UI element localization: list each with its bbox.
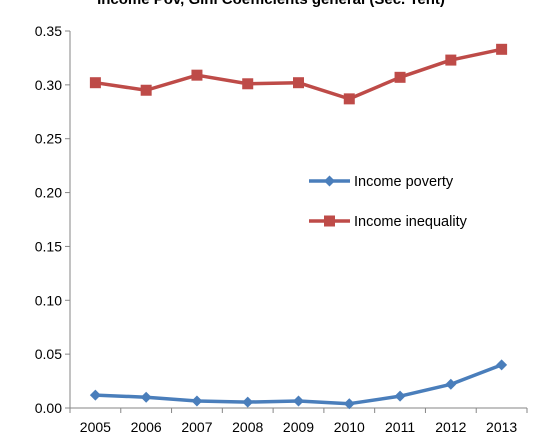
legend-item: Income inequality [309,214,468,230]
data-point [394,71,406,83]
y-tick-label: 0.20 [35,185,62,201]
legend-marker [324,215,335,227]
y-tick-label: 0.15 [35,238,62,254]
y-tick-label: 0.10 [35,292,62,308]
legend-label: Income inequality [354,214,468,230]
data-point [496,43,508,55]
series-line [95,47,502,101]
y-tick-label: 0.00 [35,400,62,416]
y-tick-label: 0.25 [35,131,62,147]
y-tick-label: 0.30 [35,77,62,93]
data-point [293,395,304,407]
data-point [445,54,457,66]
data-point [343,93,355,105]
x-tick-label: 2011 [385,419,415,435]
data-point [242,78,254,90]
x-tick-label: 2007 [181,419,212,435]
series-layer [89,43,508,410]
data-point [191,69,203,81]
legend-marker [324,175,335,187]
x-tick-label: 2013 [486,419,517,435]
x-tick-label: 2010 [334,419,365,435]
data-point [394,390,406,402]
y-tick-label: 0.05 [35,346,62,362]
series-income-inequality [89,43,508,105]
legend-item: Income poverty [309,174,454,190]
x-tick-label: 2008 [232,419,263,435]
x-tick-label: 2006 [131,419,162,435]
data-point [293,77,304,89]
series-income-poverty [89,359,508,410]
y-axis: 0.00 0.05 0.10 0.15 0.20 0.25 0.30 0.35 [35,23,71,416]
x-tick-label: 2009 [283,419,314,435]
data-point [140,84,152,96]
data-point [140,391,152,403]
data-point [445,378,457,390]
data-point [343,398,355,410]
x-tick-label: 2012 [435,419,466,435]
legend-label: Income poverty [354,174,454,190]
x-axis: 2005 2006 2007 2008 2009 2010 2011 2012 2013 [69,407,528,435]
data-point [242,396,254,408]
y-tick-label: 0.35 [35,23,62,39]
data-point [191,395,203,407]
data-point [89,77,101,89]
data-point [496,359,508,371]
x-tick-label: 2005 [80,419,111,435]
data-point [89,389,101,401]
chart-title: Income Pov, Gini Coefficients general (S… [97,0,445,8]
legend: Income poverty Income inequality [309,174,468,230]
